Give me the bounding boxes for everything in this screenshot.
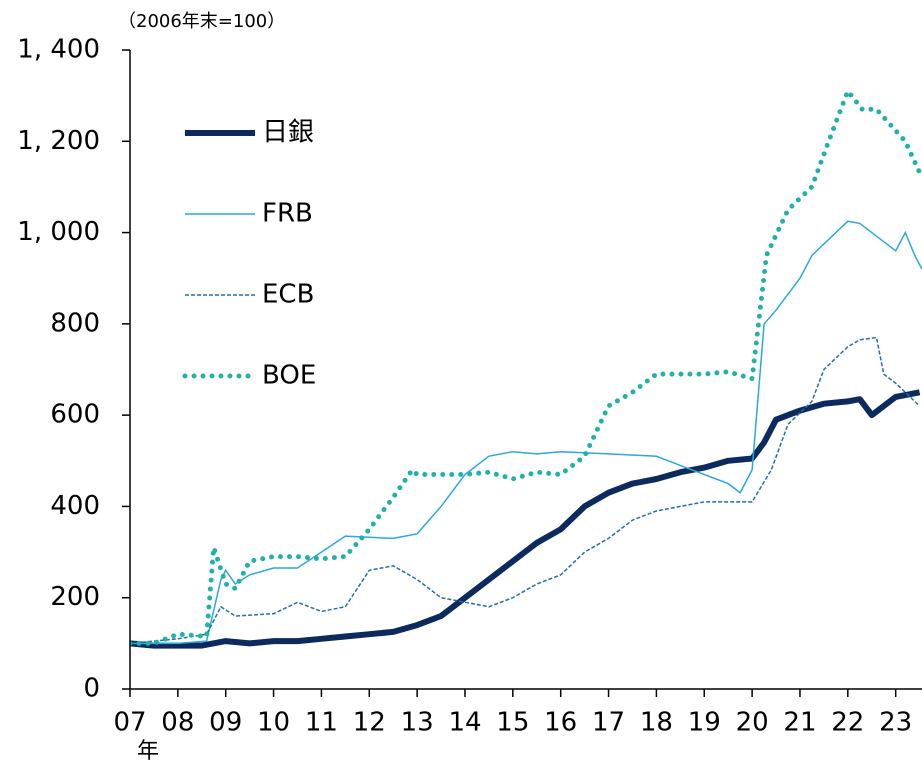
x-tick-label: 07 [113,708,146,738]
x-tick-label: 23 [879,708,912,738]
series-line [130,220,922,645]
x-tick-label: 13 [401,708,434,738]
y-tick-label: 1, 400 [17,35,100,65]
legend-label: FRB [262,199,313,229]
y-tick-label: 1, 200 [17,126,100,156]
y-tick-label: 800 [50,308,100,338]
x-tick-label: 12 [353,708,386,738]
legend-label: 日銀 [262,118,314,148]
x-axis-label: 年 [137,739,159,764]
series-line [130,86,922,646]
x-tick-label: 18 [640,708,673,738]
series-line [130,389,921,649]
x-tick-label: 14 [448,708,481,738]
legend-label: BOE [262,361,316,391]
x-tick-label: 08 [161,708,194,738]
x-tick-label: 20 [736,708,769,738]
series-line [130,336,921,645]
x-tick-label: 16 [544,708,577,738]
x-tick-label: 11 [305,708,338,738]
x-tick-label: 17 [592,708,625,738]
y-tick-label: 200 [50,582,100,612]
x-tick-label: 15 [496,708,529,738]
legend-label: ECB [262,280,314,310]
x-tick-label: 22 [831,708,864,738]
chart-subtitle: （2006年末=100） [118,11,285,32]
y-tick-label: 0 [83,674,100,704]
plot-area [130,86,922,649]
y-tick-label: 600 [50,400,100,430]
x-tick-label: 21 [783,708,816,738]
y-tick-label: 1, 000 [17,217,100,247]
x-tick-label: 09 [209,708,242,738]
y-tick-label: 400 [50,491,100,521]
axes [129,50,922,690]
x-tick-label: 19 [688,708,721,738]
x-tick-label: 10 [257,708,290,738]
